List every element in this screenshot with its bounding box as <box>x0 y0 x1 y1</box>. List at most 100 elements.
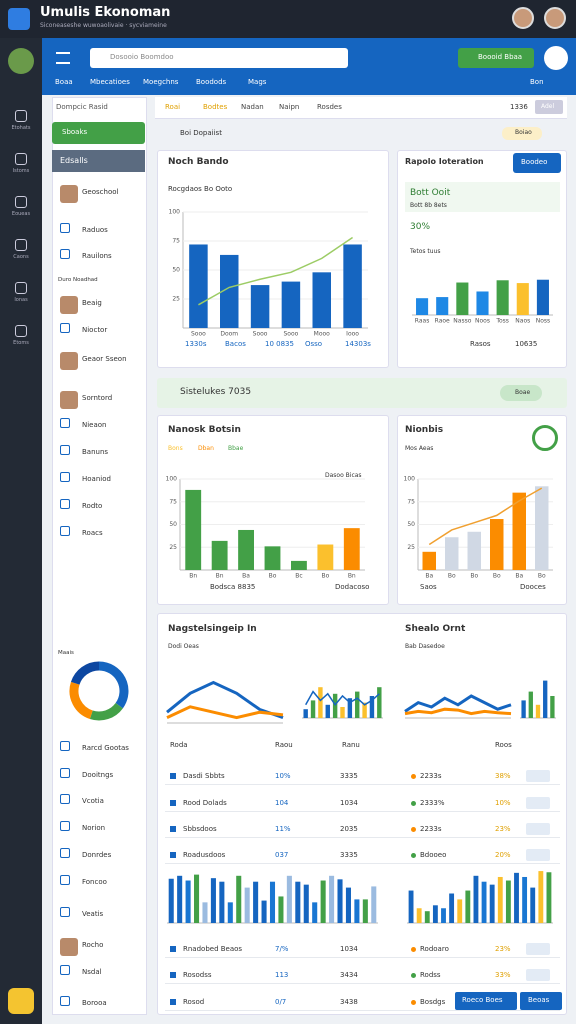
header-tab[interactable]: Mags <box>248 78 267 86</box>
card-button[interactable] <box>513 153 561 173</box>
subtab[interactable]: Bodtes <box>203 103 228 111</box>
row-button[interactable] <box>526 943 550 955</box>
table-cell: Sbbsdoos <box>183 825 217 833</box>
bar <box>303 884 309 923</box>
sidebar-item[interactable]: Vcotia <box>82 797 104 805</box>
sidebar-item[interactable]: Raduos <box>82 226 108 234</box>
table-cell: Rosodss <box>183 971 212 979</box>
sidebar-item[interactable]: Beaig <box>82 299 102 307</box>
sidebar-item[interactable]: Nsdal <box>82 968 102 976</box>
chart: Raas Raoe Nasso Noos Toss Naos Noss <box>412 279 553 325</box>
header-tab[interactable]: Boodods <box>196 78 227 86</box>
bar <box>185 880 191 923</box>
x-tick-label: Bo <box>321 573 329 580</box>
sidebar-icon <box>60 965 70 975</box>
bar <box>505 880 511 923</box>
rail-label: Ionas <box>14 297 28 303</box>
avatar[interactable] <box>544 7 566 29</box>
sidebar-item[interactable]: Geaor Sseon <box>82 355 127 363</box>
sidebar-item[interactable]: Hoaniod <box>82 475 111 483</box>
sidebar-item[interactable]: Nieaon <box>82 421 107 429</box>
header-tab[interactable]: Moegchns <box>143 78 179 86</box>
bottom-button[interactable] <box>455 992 517 1010</box>
sidebar-active[interactable] <box>52 122 145 144</box>
bar <box>422 551 436 570</box>
table-cell: 2233s <box>420 772 442 780</box>
menu[interactable] <box>56 52 70 64</box>
sidebar-item[interactable]: Foncoo <box>82 878 107 886</box>
rail-icon[interactable] <box>15 325 27 337</box>
row-button[interactable] <box>526 849 550 861</box>
subtab-right: 1336 <box>510 103 528 111</box>
rail-icon[interactable] <box>15 196 27 208</box>
chip[interactable] <box>502 127 542 140</box>
sidebar-item[interactable]: Roacs <box>82 529 103 537</box>
sidebar-item[interactable]: Rarcd Gootas <box>82 744 129 752</box>
sidebar-icon <box>60 249 70 259</box>
row-button[interactable] <box>526 770 550 782</box>
bottom-button[interactable] <box>520 992 562 1010</box>
table-cell: 113 <box>275 971 289 979</box>
chart <box>302 687 383 719</box>
sidebar-item[interactable]: Banuns <box>82 448 109 456</box>
row-icon <box>170 826 176 832</box>
bar <box>536 279 549 315</box>
rail-icon[interactable] <box>15 110 27 122</box>
header-tab[interactable]: Mbecatioes <box>90 78 130 86</box>
rail-icon[interactable] <box>15 153 27 165</box>
bar <box>177 875 183 923</box>
rail-label: Eoueas <box>11 211 31 217</box>
app-logo <box>8 8 30 30</box>
x-tick-label: Noos <box>475 318 490 325</box>
bar <box>497 876 503 923</box>
row-button[interactable] <box>526 823 550 835</box>
kpi-sub: Bott 8b 8ets <box>410 202 447 209</box>
rail-icon[interactable] <box>15 239 27 251</box>
rail-label: Istoms <box>12 168 30 174</box>
subtab[interactable]: Rosdes <box>317 103 342 111</box>
sidebar-item[interactable]: Geoschool <box>82 188 119 196</box>
rail-bottom[interactable] <box>8 988 34 1014</box>
bar <box>185 489 202 570</box>
sidebar-item[interactable]: Rocho <box>82 941 104 949</box>
x-tick-label: Sooo <box>191 331 206 338</box>
row-button[interactable] <box>526 969 550 981</box>
subtab[interactable]: Roai <box>165 103 181 111</box>
header-tab[interactable]: Boaa <box>55 78 73 86</box>
subtab[interactable]: Naipn <box>279 103 300 111</box>
bar <box>211 540 228 570</box>
header-button[interactable] <box>458 48 534 68</box>
sidebar-item[interactable]: Rodto <box>82 502 103 510</box>
sidebar-item[interactable]: Veatis <box>82 910 104 918</box>
kpi <box>405 182 560 212</box>
sidebar-item[interactable]: Donrdes <box>82 851 112 859</box>
sidebar-item[interactable]: Borooa <box>82 999 107 1007</box>
subtab-bar <box>155 97 567 119</box>
card-sub: Dodi Oeas <box>168 643 199 650</box>
sidebar-item[interactable]: Rauilons <box>82 252 112 260</box>
series-line <box>166 705 284 720</box>
search[interactable] <box>90 48 348 68</box>
y-tick-label: 75 <box>169 498 177 505</box>
sidebar-item[interactable]: Norion <box>82 824 106 832</box>
subtab-button[interactable] <box>535 100 563 114</box>
trend-line <box>428 487 543 546</box>
sidebar-icon <box>60 391 78 409</box>
card-button-label: Boodeo <box>521 158 548 166</box>
sidebar-item[interactable]: Dooitngs <box>82 771 114 779</box>
y-tick-label: 75 <box>172 238 180 245</box>
banner-chip[interactable] <box>500 385 542 401</box>
sidebar-item[interactable]: Nioctor <box>82 326 108 334</box>
x-tick-label: Mooo <box>314 331 331 338</box>
row-line <box>165 983 560 984</box>
sidebar-item[interactable]: Sorntord <box>82 394 113 402</box>
row-button[interactable] <box>526 797 550 809</box>
subtab[interactable]: Nadan <box>241 103 264 111</box>
top-bar <box>0 0 576 38</box>
footer-label: 10635 <box>515 340 538 348</box>
avatar[interactable] <box>512 7 534 29</box>
header-button-label: Boooid Bbaa <box>478 53 523 61</box>
sidebar-icon <box>60 323 70 333</box>
rail-icon[interactable] <box>15 282 27 294</box>
user[interactable] <box>544 46 568 70</box>
